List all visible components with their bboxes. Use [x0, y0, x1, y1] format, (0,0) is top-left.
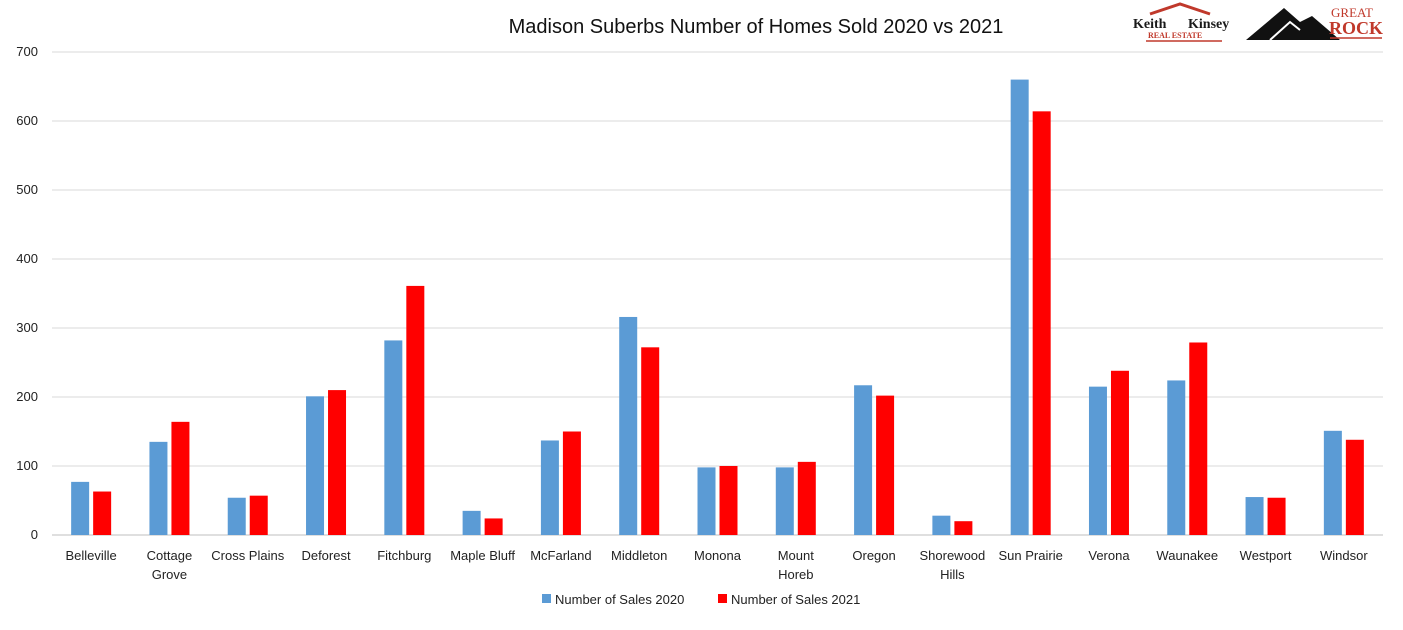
x-axis-category-labels: Belleville Cottage Grove Cross Plains Defore…	[65, 548, 1368, 582]
y-tick-label: 700	[16, 44, 38, 59]
bar-2020	[462, 510, 481, 535]
legend-label: Number of Sales 2020	[555, 592, 684, 607]
bar-2021	[719, 466, 738, 535]
great-rock-logo: GREAT ROCK	[1246, 5, 1383, 41]
x-tick-label: Cottage Grove	[147, 548, 193, 582]
y-tick-label: 0	[31, 527, 38, 542]
bar-2021	[1110, 370, 1129, 535]
bar-2021	[641, 347, 660, 535]
y-tick-label: 600	[16, 113, 38, 128]
bar-2021	[484, 518, 503, 535]
bar-2020	[384, 340, 403, 535]
x-tick-label: Belleville	[65, 548, 116, 563]
bar-2021	[562, 431, 581, 535]
bar-2021	[1267, 497, 1286, 535]
x-tick-label: Monona	[694, 548, 742, 563]
x-tick-label: Sun Prairie	[999, 548, 1063, 563]
bar-2020	[1245, 497, 1264, 535]
bar-2021	[1189, 342, 1208, 535]
logo-roof-icon	[1149, 2, 1211, 16]
legend: Number of Sales 2020 Number of Sales 2021	[542, 592, 860, 607]
x-tick-label: Deforest	[301, 548, 351, 563]
logo-text-great: GREAT	[1331, 5, 1373, 20]
bar-2020	[227, 497, 246, 535]
bar-2020	[619, 316, 638, 535]
x-tick-label: Maple Bluff	[450, 548, 515, 563]
bar-2020	[697, 467, 716, 535]
x-tick-label: McFarland	[530, 548, 591, 563]
bar-2020	[71, 481, 90, 535]
bar-2020	[1010, 79, 1029, 535]
legend-swatch	[718, 594, 727, 603]
y-tick-label: 400	[16, 251, 38, 266]
bar-2020	[854, 385, 873, 535]
y-tick-label: 300	[16, 320, 38, 335]
legend-swatch	[542, 594, 551, 603]
bar-2021	[797, 461, 816, 535]
logo-text-real-estate: REAL ESTATE	[1148, 31, 1202, 40]
x-tick-label: Middleton	[611, 548, 667, 563]
mountain-highlight-icon	[1269, 20, 1301, 41]
bar-2020	[932, 515, 951, 535]
y-tick-label: 500	[16, 182, 38, 197]
x-tick-label: Windsor	[1320, 548, 1368, 563]
bar-2020	[1167, 380, 1186, 535]
keith-kinsey-logo: Keith Kinsey REAL ESTATE	[1133, 2, 1229, 42]
bar-2021	[328, 390, 347, 535]
chart-title: Madison Suberbs Number of Homes Sold 202…	[509, 16, 1004, 38]
bar-2020	[540, 440, 559, 535]
bar-2020	[1323, 430, 1342, 535]
bar-2020	[1088, 386, 1107, 535]
logo-text-rock: ROCK	[1329, 18, 1383, 38]
bar-2021	[93, 491, 112, 535]
gridlines	[52, 51, 1383, 536]
x-tick-label: Mount Horeb	[778, 548, 815, 582]
bar-2021	[249, 495, 268, 535]
bar-2020	[149, 441, 168, 535]
y-axis-ticks: 0 100 200 300 400 500 600 700	[16, 44, 38, 542]
x-tick-label: Westport	[1240, 548, 1292, 563]
bar-2021	[1345, 439, 1364, 535]
bar-2020	[306, 396, 325, 535]
x-tick-label: Waunakee	[1156, 548, 1218, 563]
x-tick-label: Oregon	[852, 548, 895, 563]
x-tick-label: Cross Plains	[211, 548, 284, 563]
logo-text-kinsey: Kinsey	[1188, 17, 1229, 32]
legend-label: Number of Sales 2021	[731, 592, 860, 607]
bars	[71, 79, 1364, 535]
y-tick-label: 200	[16, 389, 38, 404]
logo-text-keith: Keith	[1133, 17, 1167, 32]
x-tick-label: Verona	[1088, 548, 1130, 563]
bar-2021	[876, 395, 895, 535]
bar-2021	[1032, 111, 1051, 535]
bar-2020	[775, 467, 794, 535]
x-tick-label: Fitchburg	[377, 548, 431, 563]
y-tick-label: 100	[16, 458, 38, 473]
bar-2021	[171, 421, 190, 535]
x-tick-label: Shorewood Hills	[919, 548, 985, 582]
bar-2021	[406, 285, 425, 535]
bar-2021	[954, 521, 973, 535]
